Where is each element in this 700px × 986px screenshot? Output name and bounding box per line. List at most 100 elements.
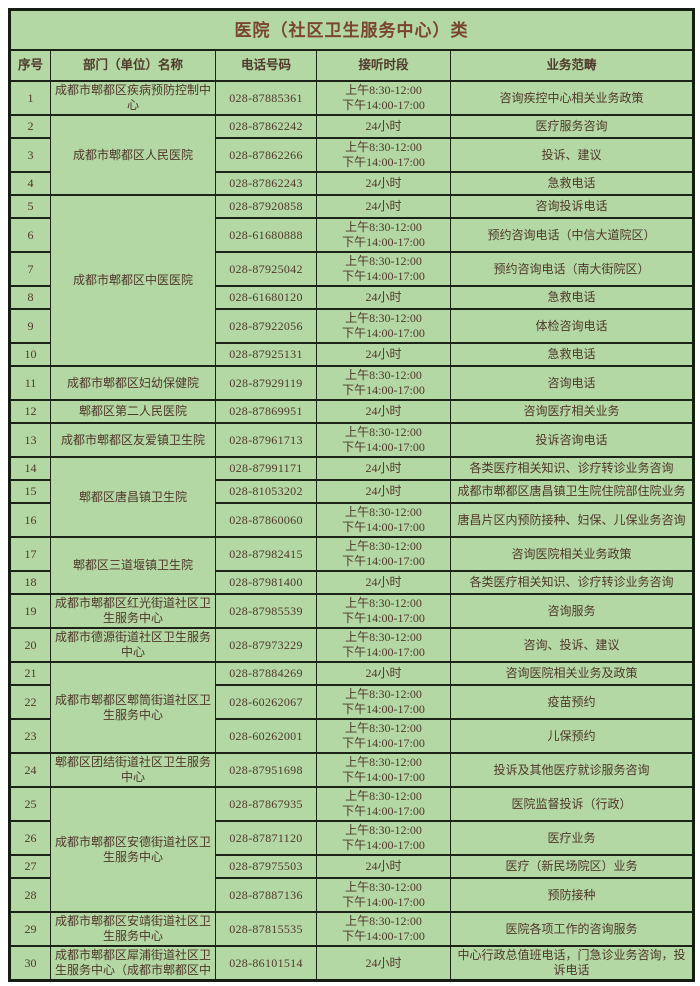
answering-hours-cell: 上午8:30-12:00 下午14:00-17:00 [316, 820, 451, 856]
phone-number-cell: 028-81053202 [215, 479, 317, 504]
answering-hours-cell: 上午8:30-12:00 下午14:00-17:00 [316, 502, 451, 538]
department-name-cell: 成都市郫都区安德街道社区卫生服务中心 [50, 786, 216, 913]
answering-hours-cell: 24小时 [316, 456, 451, 481]
business-scope-cell: 医疗业务 [449, 820, 695, 856]
phone-number-cell: 028-87862243 [215, 171, 317, 196]
row-number-cell: 11 [9, 365, 51, 401]
department-name-cell: 郫都区唐昌镇卫生院 [50, 456, 216, 538]
answering-hours-cell: 24小时 [316, 114, 451, 139]
table-row: 7 028-87925042 上午8:30-12:00 下午14:00-17:00 预约… [9, 251, 695, 287]
table-row: 21 成都市郫都区郫筒街道社区卫生服务中心 028-87884269 24小时 咨询医院… [9, 661, 695, 754]
table-row: 3 028-87862266 上午8:30-12:00 下午14:00-17:00 投诉… [9, 137, 695, 173]
row-number-cell: 9 [9, 308, 51, 344]
answering-hours-cell: 上午8:30-12:00 下午14:00-17:00 [316, 251, 451, 287]
row-number-cell: 19 [9, 593, 51, 629]
row-number-cell: 7 [9, 251, 51, 287]
department-name-cell: 成都市郫都区红光街道社区卫生服务中心 [50, 593, 216, 629]
department-name-cell: 郫都区第二人民医院 [50, 399, 216, 424]
row-number-cell: 29 [9, 911, 51, 947]
table-row: 8 028-61680120 24小时 急救电话 [9, 285, 695, 310]
row-number-cell: 15 [9, 479, 51, 504]
row-number-cell: 24 [9, 752, 51, 788]
department-name-cell: 郫都区团结街道社区卫生服务中心 [50, 752, 216, 788]
answering-hours-cell: 24小时 [316, 854, 451, 879]
business-scope-cell: 咨询、投诉、建议 [449, 627, 695, 663]
table-row: 4 028-87862243 24小时 急救电话 [9, 171, 695, 196]
table-row: 11 成都市郫都区妇幼保健院 028-87929119 上午8:30-12:00 下午1… [9, 365, 695, 401]
header-answering-hours: 接听时段 [316, 49, 451, 82]
answering-hours-cell: 上午8:30-12:00 下午14:00-17:00 [316, 365, 451, 401]
phone-number-cell: 028-87982415 [215, 536, 317, 572]
row-number-cell: 12 [9, 399, 51, 424]
phone-number-cell: 028-61680888 [215, 217, 317, 253]
table-row: 14 郫都区唐昌镇卫生院 028-87991171 24小时 各类医疗相关知识、诊疗转诊… [9, 456, 695, 538]
phone-number-cell: 028-87973229 [215, 627, 317, 663]
business-scope-cell: 咨询医院相关业务政策 [449, 536, 695, 572]
business-scope-cell: 医院各项工作的咨询服务 [449, 911, 695, 947]
phone-number-cell: 028-61680120 [215, 285, 317, 310]
row-number-cell: 20 [9, 627, 51, 663]
business-scope-cell: 成都市郫都区唐昌镇卫生院住院部住院业务 [449, 479, 695, 504]
answering-hours-cell: 上午8:30-12:00 下午14:00-17:00 [316, 752, 451, 788]
phone-number-cell: 028-87981400 [215, 570, 317, 595]
phone-number-cell: 028-86101514 [215, 945, 317, 982]
table-title: 医院（社区卫生服务中心）类 [8, 8, 695, 51]
department-name-cell: 成都市德源街道社区卫生服务中心 [50, 627, 216, 663]
business-scope-cell: 医疗（新民场院区）业务 [449, 854, 695, 879]
row-number-cell: 17 [9, 536, 51, 572]
table-body: 1 成都市郫都区疾病预防控制中心 028-87885361 上午8:30-12:00 下… [9, 80, 695, 982]
table-row: 28 028-87887136 上午8:30-12:00 下午14:00-17:00 预… [9, 877, 695, 913]
business-scope-cell: 医疗服务咨询 [449, 114, 695, 139]
business-scope-cell: 预约咨询电话（中信大道院区） [449, 217, 695, 253]
table-header-row: 序号 部门（单位）名称 电话号码 接听时段 业务范畴 [9, 49, 695, 82]
phone-number-cell: 028-87862242 [215, 114, 317, 139]
phone-number-cell: 028-87951698 [215, 752, 317, 788]
phone-number-cell: 028-87862266 [215, 137, 317, 173]
row-number-cell: 1 [9, 80, 51, 116]
business-scope-cell: 投诉咨询电话 [449, 422, 695, 458]
table-row: 17 郫都区三道堰镇卫生院 028-87982415 上午8:30-12:00 下午14… [9, 536, 695, 595]
answering-hours-cell: 上午8:30-12:00 下午14:00-17:00 [316, 684, 451, 720]
business-scope-cell: 投诉及其他医疗就诊服务咨询 [449, 752, 695, 788]
row-number-cell: 5 [9, 194, 51, 219]
phone-number-cell: 028-87871120 [215, 820, 317, 856]
business-scope-cell: 咨询医院相关业务及政策 [449, 661, 695, 686]
business-scope-cell: 中心行政总值班电话，门急诊业务咨询，投诉电话 [449, 945, 695, 982]
business-scope-cell: 咨询疾控中心相关业务政策 [449, 80, 695, 116]
header-serial-number: 序号 [9, 49, 51, 82]
table-row: 12 郫都区第二人民医院 028-87869951 24小时 咨询医疗相关业务 [9, 399, 695, 424]
department-name-cell: 成都市郫都区友爱镇卫生院 [50, 422, 216, 458]
row-number-cell: 10 [9, 342, 51, 367]
row-number-cell: 30 [9, 945, 51, 982]
answering-hours-cell: 上午8:30-12:00 下午14:00-17:00 [316, 911, 451, 947]
row-number-cell: 25 [9, 786, 51, 822]
phone-number-cell: 028-87925131 [215, 342, 317, 367]
department-name-cell: 成都市郫都区妇幼保健院 [50, 365, 216, 401]
answering-hours-cell: 24小时 [316, 194, 451, 219]
phone-number-cell: 028-87869951 [215, 399, 317, 424]
table-row: 16 028-87860060 上午8:30-12:00 下午14:00-17:00 唐… [9, 502, 695, 538]
row-number-cell: 8 [9, 285, 51, 310]
header-phone-number: 电话号码 [215, 49, 317, 82]
answering-hours-cell: 上午8:30-12:00 下午14:00-17:00 [316, 786, 451, 822]
business-scope-cell: 预防接种 [449, 877, 695, 913]
answering-hours-cell: 24小时 [316, 945, 451, 982]
business-scope-cell: 疫苗预约 [449, 684, 695, 720]
row-number-cell: 13 [9, 422, 51, 458]
table-row: 26 028-87871120 上午8:30-12:00 下午14:00-17:00 医… [9, 820, 695, 856]
row-number-cell: 26 [9, 820, 51, 856]
answering-hours-cell: 上午8:30-12:00 下午14:00-17:00 [316, 422, 451, 458]
department-name-cell: 成都市郫都区郫筒街道社区卫生服务中心 [50, 661, 216, 754]
table-row: 1 成都市郫都区疾病预防控制中心 028-87885361 上午8:30-12:00 下… [9, 80, 695, 116]
table-row: 6 028-61680888 上午8:30-12:00 下午14:00-17:00 预约… [9, 217, 695, 253]
business-scope-cell: 急救电话 [449, 171, 695, 196]
header-department-name: 部门（单位）名称 [50, 49, 216, 82]
phone-number-cell: 028-87922056 [215, 308, 317, 344]
table-row: 13 成都市郫都区友爱镇卫生院 028-87961713 上午8:30-12:00 下午… [9, 422, 695, 458]
table-row: 29 成都市郫都区安靖街道社区卫生服务中心 028-87815535 上午8:30-1… [9, 911, 695, 947]
answering-hours-cell: 上午8:30-12:00 下午14:00-17:00 [316, 877, 451, 913]
phone-number-cell: 028-87887136 [215, 877, 317, 913]
table-head: 医院（社区卫生服务中心）类 序号 部门（单位）名称 电话号码 接听时段 业务范畴 [8, 8, 695, 82]
business-scope-cell: 急救电话 [449, 285, 695, 310]
